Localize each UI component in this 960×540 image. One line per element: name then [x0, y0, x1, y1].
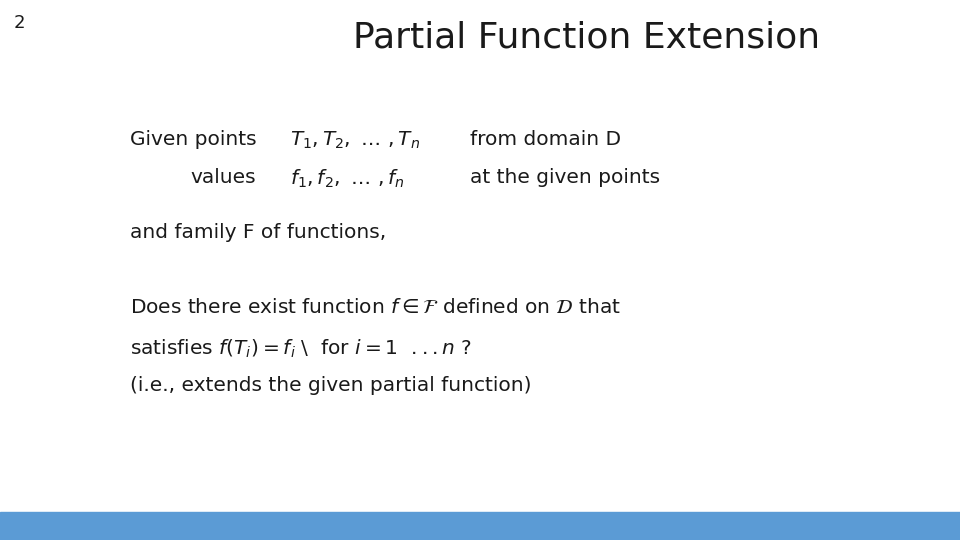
Text: from domain D: from domain D	[470, 130, 621, 149]
Text: Does there exist function $f \in \mathcal{F}$ defined on $\mathcal{D}$ that: Does there exist function $f \in \mathca…	[130, 298, 621, 317]
Text: Given points: Given points	[130, 130, 256, 149]
Text: values: values	[190, 168, 255, 187]
Text: satisfies $f(T_i) = f_i$ \  for $i = 1\ \ ...n$ ?: satisfies $f(T_i) = f_i$ \ for $i = 1\ \…	[130, 338, 472, 360]
Text: $T_1, T_2, \ \ldots\ , T_n$: $T_1, T_2, \ \ldots\ , T_n$	[290, 130, 420, 151]
Text: at the given points: at the given points	[470, 168, 660, 187]
Text: Partial Function Extension: Partial Function Extension	[353, 20, 820, 54]
Text: $f_1, f_2, \ \ldots\ , f_n$: $f_1, f_2, \ \ldots\ , f_n$	[290, 168, 404, 190]
Bar	[0, 512, 960, 540]
Text: and family F of functions,: and family F of functions,	[130, 223, 386, 242]
Text: (i.e., extends the given partial function): (i.e., extends the given partial functio…	[130, 376, 532, 395]
Text: 2: 2	[14, 14, 26, 32]
